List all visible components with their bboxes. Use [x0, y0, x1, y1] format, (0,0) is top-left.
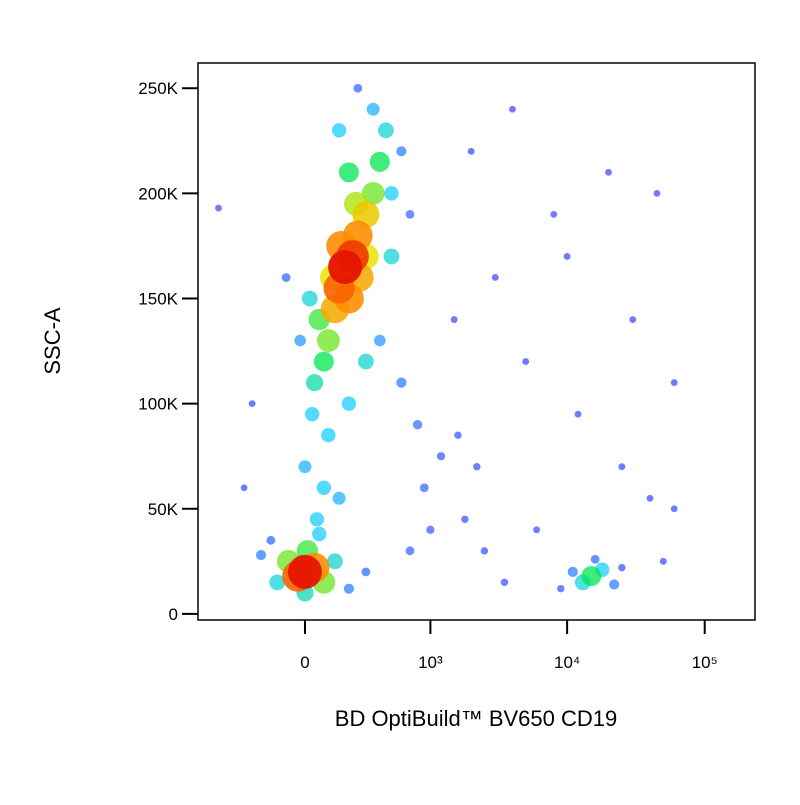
y-tick-label: 0 [169, 605, 178, 624]
data-point [361, 181, 385, 205]
data-point [374, 334, 386, 347]
y-tick-label: 150K [138, 290, 178, 309]
data-point [618, 463, 626, 471]
data-point [255, 549, 267, 561]
data-point [508, 105, 516, 113]
x-tick-label: 10³ [418, 653, 443, 672]
data-point [281, 273, 291, 282]
data-point [659, 557, 667, 565]
data-point [328, 249, 363, 284]
data-point [405, 209, 415, 219]
data-point [304, 406, 320, 422]
data-point [590, 554, 600, 564]
data-point [316, 329, 340, 352]
data-point [396, 377, 407, 388]
data-point [396, 146, 407, 157]
data-point [567, 566, 578, 577]
data-point [550, 210, 558, 218]
data-point [321, 427, 336, 443]
data-point [332, 491, 346, 505]
data-point [312, 526, 327, 542]
x-tick-label: 10⁴ [554, 653, 580, 672]
x-axis-label: BD OptiBuild™ BV650 CD19 [335, 706, 617, 731]
data-point [653, 189, 661, 197]
data-point [405, 546, 415, 556]
data-point [436, 452, 446, 461]
x-tick-label: 10⁵ [692, 653, 718, 672]
data-point [361, 567, 371, 577]
data-point [412, 419, 423, 430]
y-tick-label: 100K [138, 395, 178, 414]
data-point [343, 583, 355, 594]
data-point [366, 102, 380, 116]
data-point [294, 334, 306, 347]
data-point [215, 204, 222, 212]
data-point [305, 374, 324, 392]
data-point [298, 460, 312, 474]
data-point [670, 505, 678, 513]
data-point [331, 123, 347, 138]
data-point [461, 515, 469, 523]
plot-frame [197, 62, 756, 621]
data-point [522, 358, 530, 366]
data-point [454, 431, 462, 439]
data-point [419, 483, 429, 493]
data-point [301, 290, 318, 307]
data-point [287, 554, 322, 589]
y-tick-label: 200K [138, 184, 178, 203]
points [215, 83, 678, 602]
data-point [473, 463, 481, 471]
data-point [353, 83, 363, 93]
data-point [327, 553, 343, 570]
data-point [266, 535, 276, 545]
data-point [383, 248, 400, 265]
data-point [269, 574, 286, 591]
y-tick-label: 250K [138, 79, 178, 98]
data-point [605, 168, 612, 176]
data-point [574, 410, 582, 418]
data-point [369, 151, 390, 172]
y-axis-label: SSC-A [40, 307, 65, 375]
data-point [618, 563, 626, 572]
data-point [377, 122, 394, 139]
x-tick-label: 0 [300, 653, 309, 672]
data-point [426, 525, 435, 534]
y-tick-label: 50K [148, 500, 179, 519]
data-point [357, 353, 374, 370]
data-point [629, 316, 637, 323]
data-point [491, 274, 499, 281]
data-point [646, 494, 654, 502]
data-point [309, 512, 325, 527]
data-point [670, 379, 678, 387]
data-point [384, 186, 399, 201]
data-point [557, 584, 565, 593]
data-point [609, 579, 620, 590]
data-point [563, 253, 571, 260]
data-point [338, 162, 359, 183]
data-point [450, 316, 458, 323]
data-point [500, 578, 509, 587]
data-point [313, 351, 334, 372]
data-point [341, 396, 357, 411]
data-point [581, 566, 602, 587]
data-point [316, 480, 332, 495]
data-point [467, 147, 475, 155]
data-point [533, 526, 541, 534]
data-point [240, 484, 248, 492]
data-point [480, 547, 489, 555]
data-point [248, 400, 256, 408]
